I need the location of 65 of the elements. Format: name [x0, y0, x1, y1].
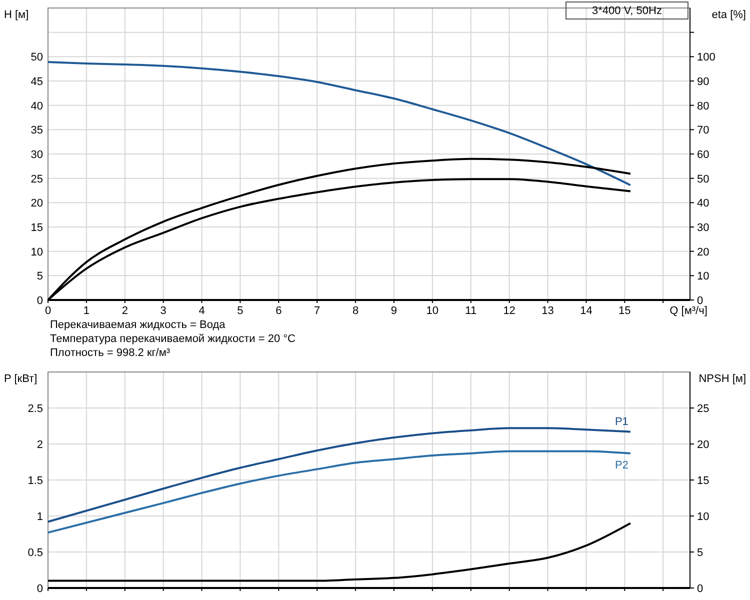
y2-tick-label: 70 [697, 124, 710, 137]
x-tick-label: 11 [465, 305, 477, 317]
x-tick-label: 5 [237, 305, 244, 317]
series-label: P2 [614, 459, 628, 472]
y-tick-label: 30 [30, 149, 43, 161]
y2-tick-label: 0 [697, 583, 704, 595]
y-tick-label: 10 [30, 246, 43, 258]
y-tick-label: 45 [30, 76, 43, 88]
x-tick-label: 15 [618, 305, 631, 317]
y2-tick-label: 0 [697, 295, 704, 307]
y-tick-label: 1 [36, 511, 43, 523]
y-tick-label: 0 [36, 295, 43, 307]
y-tick-label: 35 [30, 124, 43, 137]
y2-tick-label: 100 [697, 52, 716, 64]
y2-tick-label: 80 [697, 100, 710, 112]
line-series [47, 427, 632, 523]
x-tick-label: 7 [314, 305, 320, 317]
y2-tick-label: 40 [697, 198, 710, 210]
y2-tick-label: 15 [697, 475, 710, 487]
y2-tick-label: 90 [697, 76, 710, 88]
y2-tick-label: 30 [697, 222, 710, 234]
y-tick-label: 25 [30, 173, 43, 186]
y-axis-title: P [кВт] [4, 373, 38, 385]
x-tick-label: 13 [542, 305, 554, 317]
y2-axis-title: eta [%] [712, 9, 746, 21]
y-tick-label: 2 [36, 439, 43, 451]
text: Плотность = 998.2 кг/м³ [50, 347, 170, 359]
x-tick-label: 12 [503, 305, 516, 317]
text: Температура перекачиваемой жидкости = 20 °C [50, 333, 296, 345]
y-tick-label: 5 [36, 270, 43, 283]
line-series [47, 450, 632, 534]
x-tick-label: 3 [160, 305, 166, 317]
y2-tick-label: 50 [697, 173, 710, 186]
x-tick-label: 14 [580, 305, 592, 317]
y-tick-label: 2.5 [28, 403, 43, 415]
y2-tick-label: 20 [697, 439, 710, 451]
y-tick-label: 20 [30, 198, 43, 210]
y2-axis-title: NPSH [м] [698, 373, 746, 385]
x-tick-label: 1 [83, 305, 90, 317]
x-tick-label: 9 [390, 305, 398, 317]
y-tick-label: 15 [30, 222, 43, 234]
x-axis-title: Q [м³/ч] [670, 305, 708, 317]
x-tick-label: 6 [276, 305, 282, 317]
line-series [47, 61, 632, 186]
y2-tick-label: 10 [697, 511, 710, 523]
series-label: P1 [614, 416, 628, 428]
y-tick-label: 40 [30, 100, 43, 112]
y2-tick-label: 10 [697, 270, 710, 283]
y2-tick-label: 60 [697, 149, 710, 161]
y2-tick-label: 25 [697, 403, 710, 415]
text: Перекачиваемая жидкость = Вода [50, 319, 226, 331]
y-tick-label: 50 [30, 52, 43, 64]
x-tick-label: 10 [426, 305, 439, 317]
x-tick-label: 8 [352, 305, 359, 317]
annotation: 3*400 V, 50Hz [592, 5, 662, 17]
y2-tick-label: 20 [697, 246, 710, 258]
x-tick-label: 4 [198, 305, 205, 317]
y-tick-label: 0.5 [28, 547, 43, 559]
x-tick-label: 2 [122, 305, 128, 317]
line-series [47, 522, 632, 582]
y-tick-label: 0 [36, 583, 43, 595]
y-tick-label: 1.5 [28, 475, 43, 487]
x-tick-label: 0 [44, 305, 52, 317]
y-axis-title: H [м] [4, 9, 29, 21]
y2-tick-label: 5 [697, 547, 704, 559]
